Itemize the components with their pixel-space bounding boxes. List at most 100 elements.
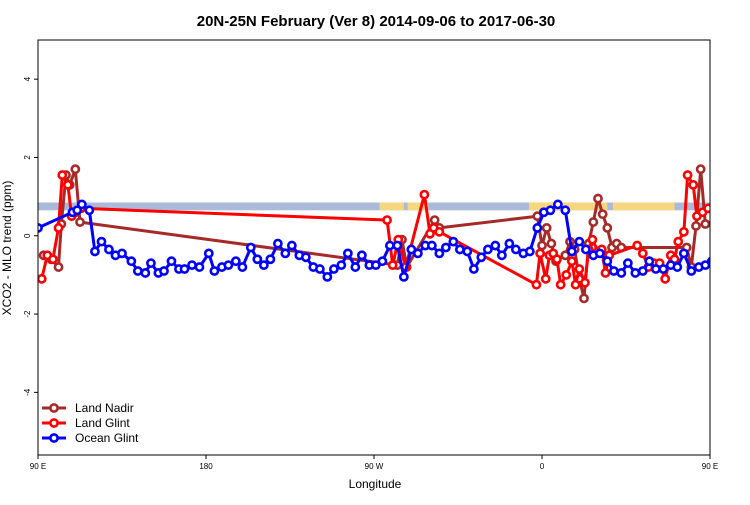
point-ocean-glint	[532, 223, 543, 233]
point-ocean-glint	[510, 244, 521, 255]
point-ocean-glint	[96, 236, 107, 247]
point-ocean-glint	[398, 271, 409, 282]
point-ocean-glint	[524, 246, 535, 257]
y-tick-label: 0	[23, 233, 32, 238]
point-land-glint	[678, 226, 689, 237]
point-ocean-glint	[252, 254, 263, 265]
series-layer	[38, 164, 745, 304]
legend-marker	[49, 403, 59, 413]
point-ocean-glint	[223, 260, 234, 271]
point-ocean-glint	[552, 199, 563, 210]
point-ocean-glint	[412, 248, 423, 259]
point-land-nadir	[537, 240, 547, 251]
point-land-glint	[387, 260, 398, 271]
point-ocean-glint	[468, 264, 479, 274]
point-land-glint	[561, 270, 572, 280]
point-land-nadir	[695, 164, 706, 175]
point-ocean-glint	[166, 256, 177, 267]
point-ocean-glint	[574, 236, 585, 247]
point-ocean-glint	[622, 258, 633, 269]
point-ocean-glint	[272, 238, 283, 249]
x-axis-label: Longitude	[349, 477, 402, 491]
point-land-nadir	[597, 209, 608, 220]
point-ocean-glint	[342, 248, 353, 259]
point-ocean-glint	[716, 263, 723, 270]
point-land-glint	[587, 234, 598, 245]
series-land-nadir	[38, 164, 710, 304]
point-ocean-glint	[76, 199, 87, 210]
point-ocean-glint	[426, 240, 437, 251]
point-ocean-glint	[454, 244, 465, 255]
point-ocean-glint	[608, 266, 619, 276]
point-land-glint	[38, 273, 47, 284]
point-ocean-glint	[490, 240, 501, 251]
point-ocean-glint	[476, 252, 487, 263]
point-ocean-glint	[644, 256, 655, 267]
point-ocean-glint	[448, 236, 459, 247]
point-ocean-glint	[209, 266, 220, 276]
point-ocean-glint	[187, 260, 197, 271]
point-ocean-glint	[686, 266, 697, 276]
point-ocean-glint	[384, 240, 395, 251]
point-land-nadir	[602, 223, 613, 233]
point-land-glint	[419, 189, 430, 200]
point-ocean-glint	[672, 262, 683, 272]
point-ocean-glint	[723, 244, 730, 251]
chart-title: 20N-25N February (Ver 8) 2014-09-06 to 2…	[197, 13, 556, 30]
point-ocean-glint	[440, 242, 451, 253]
point-ocean-glint	[560, 205, 571, 216]
point-land-nadir	[579, 293, 589, 304]
point-ocean-glint	[504, 238, 515, 249]
point-ocean-glint	[126, 256, 137, 267]
point-ocean-glint	[132, 266, 143, 276]
x-tick-label: 0	[540, 462, 545, 471]
point-ocean-glint	[203, 248, 214, 259]
point-ocean-glint	[258, 260, 269, 271]
point-ocean-glint	[738, 262, 745, 269]
point-ocean-glint	[350, 262, 361, 272]
point-land-glint	[673, 236, 684, 247]
point-ocean-glint	[194, 262, 205, 272]
point-land-glint	[48, 254, 58, 265]
series-ocean-glint	[38, 199, 745, 282]
point-land-glint	[566, 256, 577, 267]
point-land-glint	[600, 268, 611, 278]
point-ocean-glint	[159, 266, 169, 276]
point-ocean-glint	[566, 246, 577, 257]
point-land-glint	[552, 254, 562, 265]
x-tick-label: 90 W	[365, 462, 384, 471]
point-ocean-glint	[650, 264, 661, 274]
y-tick-label: -4	[23, 388, 32, 396]
point-ocean-glint	[336, 260, 347, 271]
y-tick-label: 4	[23, 76, 32, 81]
point-land-glint	[382, 215, 392, 225]
point-land-nadir	[546, 238, 557, 249]
band-land	[612, 202, 675, 211]
point-ocean-glint	[602, 256, 613, 267]
point-ocean-glint	[265, 254, 276, 265]
point-ocean-glint	[482, 244, 493, 255]
legend-marker	[49, 433, 59, 443]
y-axis-label: XCO2 - MLO trend (ppm)	[0, 181, 14, 316]
point-ocean-glint	[146, 258, 156, 269]
point-ocean-glint	[731, 256, 738, 263]
point-ocean-glint	[84, 205, 95, 216]
point-land-glint	[53, 223, 64, 233]
point-land-nadir	[541, 223, 552, 233]
point-ocean-glint	[179, 264, 190, 274]
point-ocean-glint	[616, 268, 627, 278]
point-land-glint	[632, 240, 643, 251]
point-ocean-glint	[245, 242, 256, 253]
band-land	[379, 202, 404, 211]
point-land-glint	[434, 226, 445, 237]
point-land-nadir	[53, 262, 64, 272]
point-ocean-glint	[90, 246, 100, 257]
point-ocean-glint	[356, 250, 367, 261]
band-ocean	[38, 202, 710, 211]
point-land-glint	[574, 264, 585, 274]
legend-marker	[49, 418, 59, 428]
point-ocean-glint	[140, 268, 151, 278]
point-land-glint	[580, 277, 590, 288]
